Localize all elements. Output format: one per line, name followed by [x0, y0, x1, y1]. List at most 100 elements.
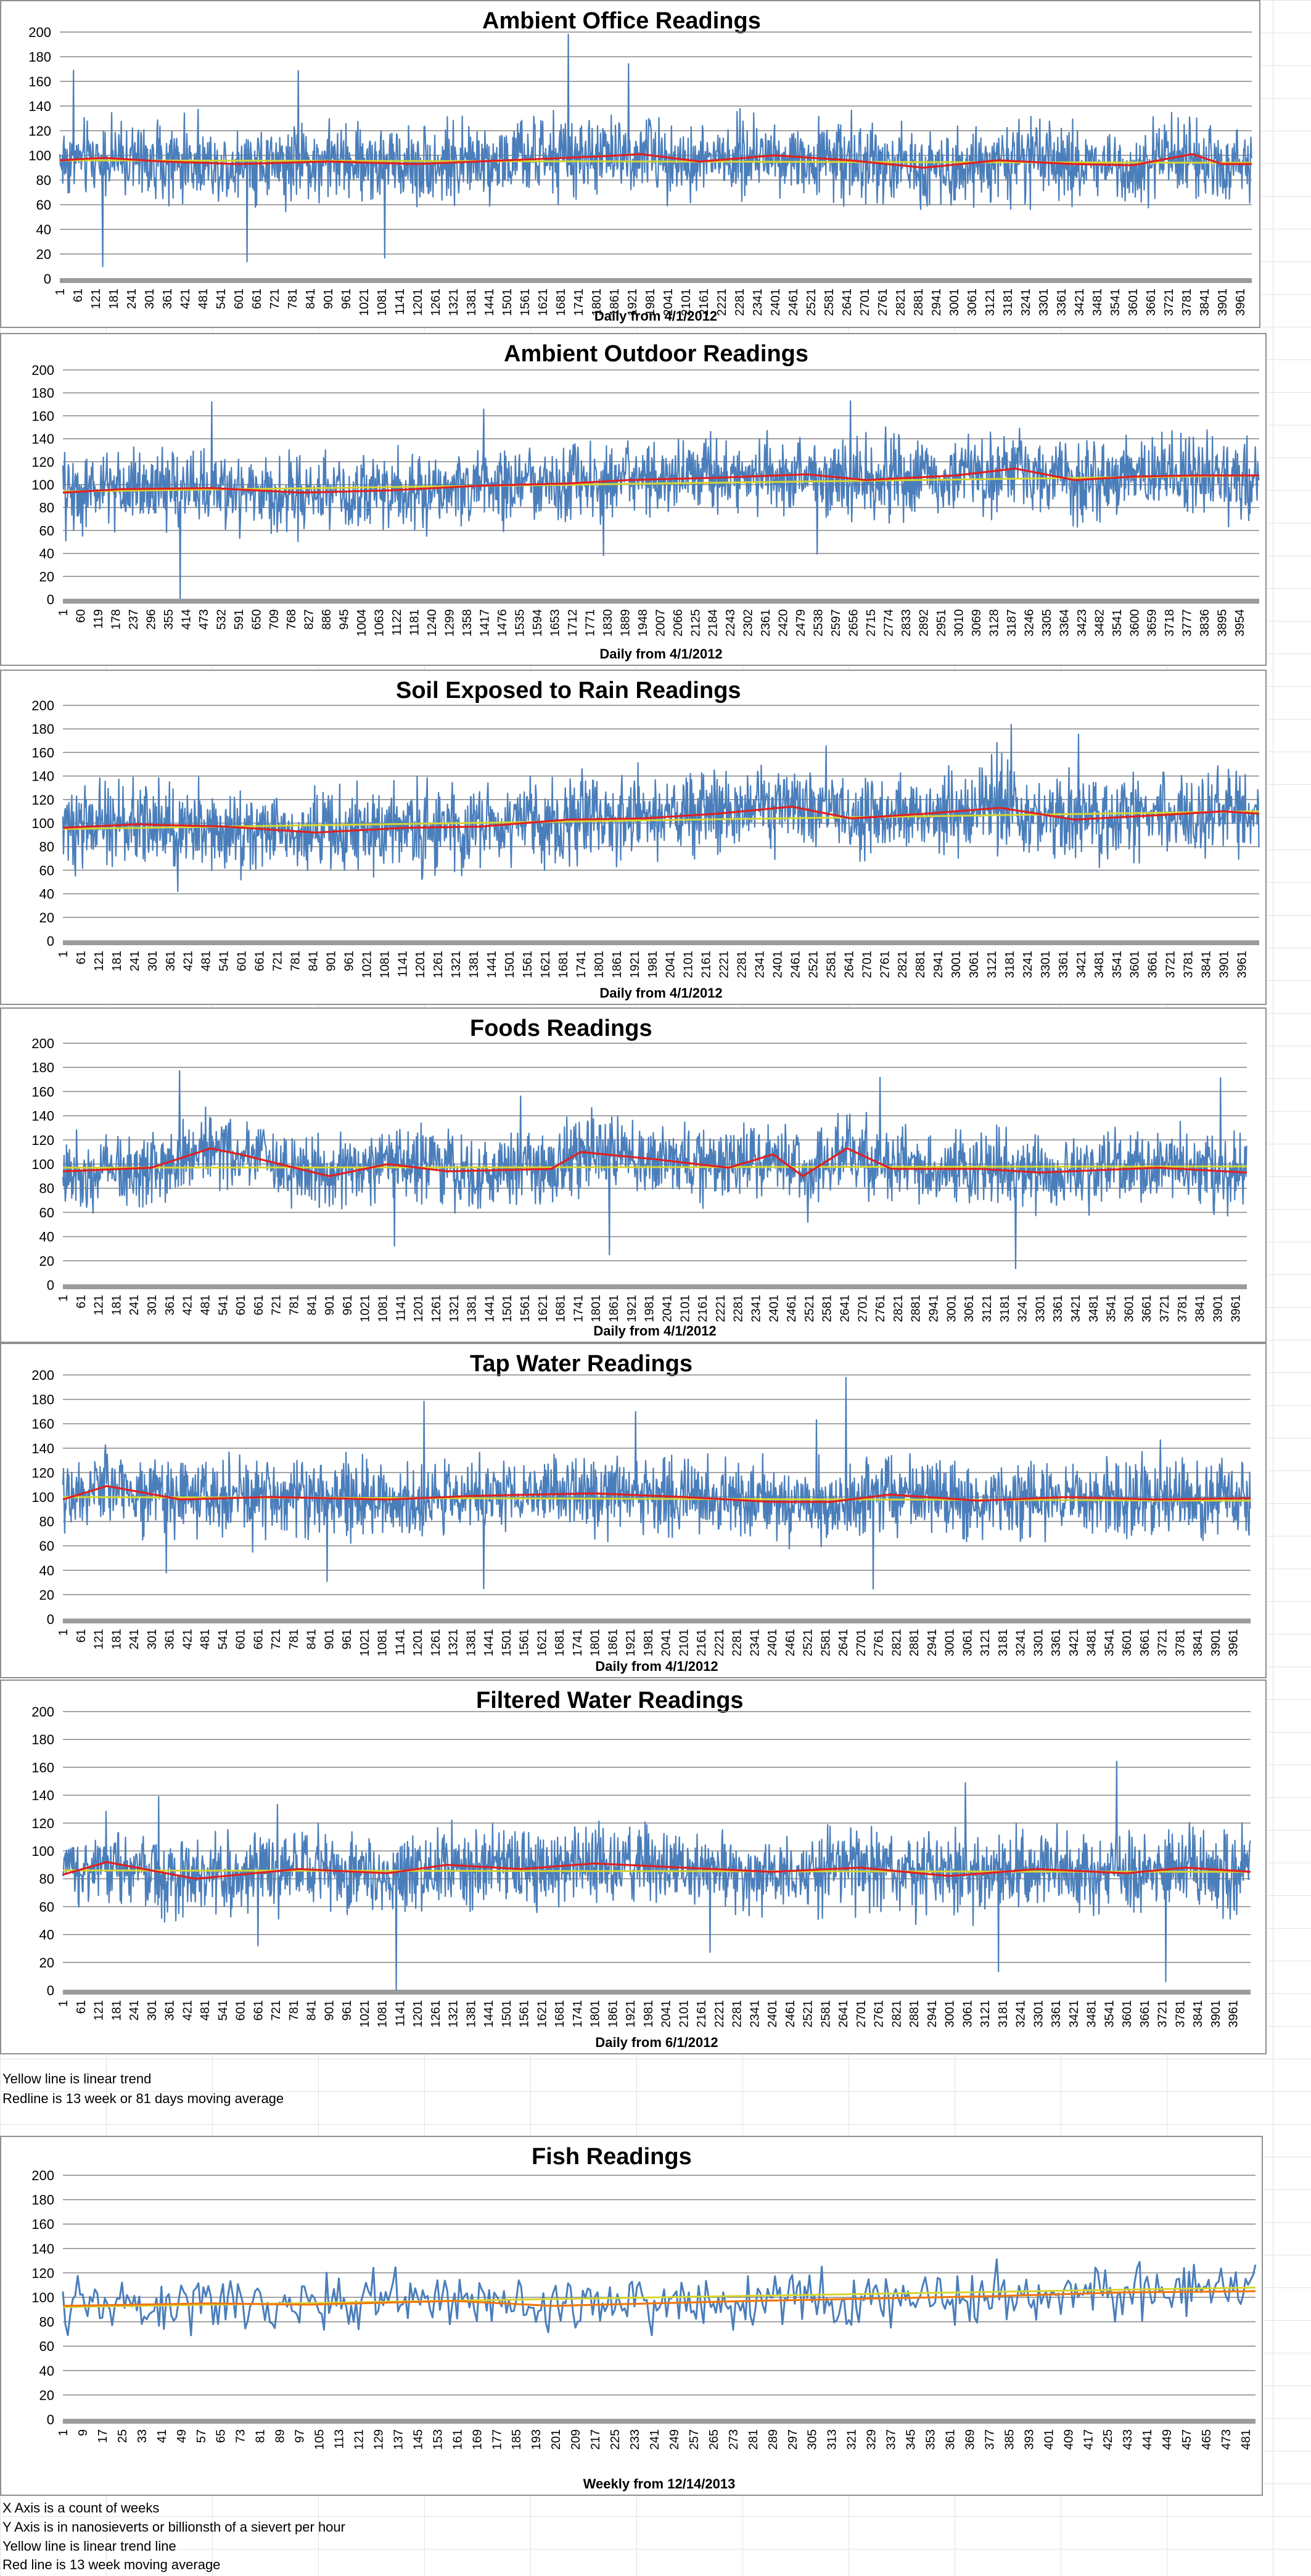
- x-tick-label: 3301: [1039, 951, 1053, 978]
- x-tick-label: 181: [110, 951, 124, 971]
- x-tick-label: 3901: [1209, 1629, 1223, 1657]
- x-tick-label: 296: [144, 609, 158, 630]
- x-tick-label: 145: [411, 2429, 425, 2450]
- x-tick-label: 1741: [575, 951, 588, 978]
- y-tick-label: 20: [36, 247, 51, 262]
- x-tick-label: 1: [57, 951, 70, 958]
- x-tick-label: 661: [252, 1629, 265, 1649]
- y-tick-label: 20: [39, 910, 54, 925]
- chart-svg: Soil Exposed to Rain Readings 0 20 40 60 80 10…: [31, 678, 1260, 1001]
- x-tick-label: 1621: [539, 951, 553, 978]
- y-tick-label: 180: [31, 721, 54, 737]
- x-tick-label: 1771: [583, 609, 597, 637]
- x-tick-label: 3061: [961, 2000, 974, 2028]
- x-tick-label: 601: [234, 1629, 248, 1649]
- x-tick-label: 1741: [571, 2000, 585, 2028]
- x-tick-label: 1141: [393, 289, 407, 315]
- x-tick-label: 2221: [715, 289, 729, 316]
- x-tick-label: 1063: [373, 609, 387, 637]
- x-tick-label: 3121: [980, 1295, 994, 1323]
- y-tick-label: 60: [39, 2339, 54, 2354]
- x-tick-label: 3481: [1087, 1295, 1101, 1323]
- x-tick-label: 2821: [894, 289, 908, 316]
- x-tick-label: 650: [250, 609, 263, 630]
- x-tick-label: 541: [216, 1629, 230, 1649]
- x-tick-label: 1081: [376, 2000, 390, 2028]
- x-tick-label: 17: [96, 2429, 110, 2443]
- x-tick-label: 1240: [425, 609, 439, 637]
- x-tick-label: 901: [323, 2000, 336, 2020]
- x-tick-label: 233: [628, 2429, 642, 2450]
- x-tick-label: 2641: [842, 951, 856, 978]
- x-tick-label: 3305: [1040, 609, 1054, 637]
- x-tick-label: 3361: [1051, 1295, 1065, 1323]
- x-tick-label: 1801: [590, 289, 604, 316]
- x-tick-label: 541: [215, 289, 228, 309]
- x-tick-label: 321: [845, 2429, 859, 2450]
- moving-average-line: [59, 153, 1252, 169]
- x-tick-label: 3718: [1163, 609, 1177, 637]
- chart-svg: Tap Water Readings0204060801001201401601…: [31, 1351, 1251, 1674]
- x-tick-label: 61: [75, 2000, 88, 2014]
- x-tick-label: 1261: [430, 1295, 443, 1323]
- x-tick-label: 3181: [1001, 289, 1015, 316]
- y-tick-label: 200: [31, 2168, 54, 2183]
- x-tick-label: 1201: [414, 951, 427, 978]
- chart-svg: Fish Readings 0 20 40 60 80 100 120 140 160 180 200…: [31, 2144, 1257, 2492]
- x-tick-label: 3001: [948, 289, 961, 316]
- series-line: [62, 724, 1260, 892]
- x-tick-label: 661: [252, 1295, 266, 1315]
- x-tick-label: 3841: [1200, 951, 1214, 978]
- x-tick-label: 827: [303, 609, 316, 630]
- x-tick-label: 661: [252, 2000, 265, 2020]
- series-line: [62, 1760, 1251, 1991]
- x-tick-label: 1921: [628, 951, 642, 978]
- x-tick-label: 3781: [1176, 1295, 1190, 1323]
- x-tick-label: 901: [324, 951, 338, 971]
- x-tick-label: 591: [232, 609, 246, 630]
- y-tick-label: 200: [28, 25, 51, 40]
- x-tick-label: 3241: [1014, 2000, 1028, 2028]
- x-tick-label: 1358: [461, 609, 474, 637]
- chart-panel: Foods Readings 0 20 40 60 80 100 120 140 160 180 20…: [0, 1007, 1267, 1343]
- chart-svg: Ambient Outdoor Readings 0 20 40 60 80 100 120 1…: [31, 341, 1260, 662]
- y-tick-label: 20: [39, 1955, 54, 1971]
- x-tick-label: 313: [826, 2429, 839, 2450]
- x-tick-label: 2641: [837, 2000, 850, 2028]
- x-tick-label: 361: [164, 951, 178, 971]
- x-tick-label: 3481: [1085, 1629, 1099, 1657]
- x-tick-label: 3010: [952, 609, 966, 637]
- x-tick-label: 3721: [1164, 951, 1178, 978]
- y-tick-label: 0: [47, 1983, 54, 1998]
- x-tick-label: 721: [269, 2000, 283, 2020]
- x-tick-label: 2066: [672, 609, 685, 637]
- x-tick-label: 901: [322, 289, 335, 309]
- x-tick-label: 2221: [718, 951, 731, 978]
- moving-average-line: [62, 1147, 1247, 1178]
- x-tick-label: 1981: [644, 289, 657, 316]
- x-tick-label: 1441: [483, 1295, 496, 1323]
- x-tick-label: 1201: [412, 1295, 425, 1323]
- x-tick-label: 119: [92, 609, 105, 629]
- x-tick-label: 305: [806, 2429, 820, 2450]
- x-tick-label: 41: [155, 2429, 169, 2443]
- x-tick-label: 3061: [968, 951, 981, 978]
- x-tick-label: 345: [905, 2429, 918, 2450]
- x-tick-label: 541: [216, 2000, 230, 2020]
- x-tick-label: 2821: [890, 2000, 903, 2028]
- x-tick-label: 3069: [970, 609, 984, 637]
- note-line: Yellow line is linear trend line: [2, 2538, 176, 2554]
- x-tick-label: 3421: [1075, 951, 1088, 978]
- x-tick-label: 2941: [927, 1295, 941, 1323]
- y-tick-label: 180: [31, 1392, 54, 1408]
- chart-panel: Fish Readings 0 20 40 60 80 100 120 140 160 180 200…: [0, 2136, 1263, 2496]
- x-tick-label: 541: [216, 1295, 230, 1315]
- x-tick-label: 417: [1082, 2429, 1095, 2450]
- x-tick-label: 3121: [984, 289, 997, 316]
- x-tick-label: 241: [128, 951, 142, 971]
- x-tick-label: 1081: [377, 1295, 390, 1323]
- x-tick-label: 1321: [450, 951, 463, 978]
- x-tick-label: 3895: [1216, 609, 1230, 637]
- y-tick-label: 40: [39, 887, 54, 902]
- x-tick-label: 2715: [865, 609, 878, 637]
